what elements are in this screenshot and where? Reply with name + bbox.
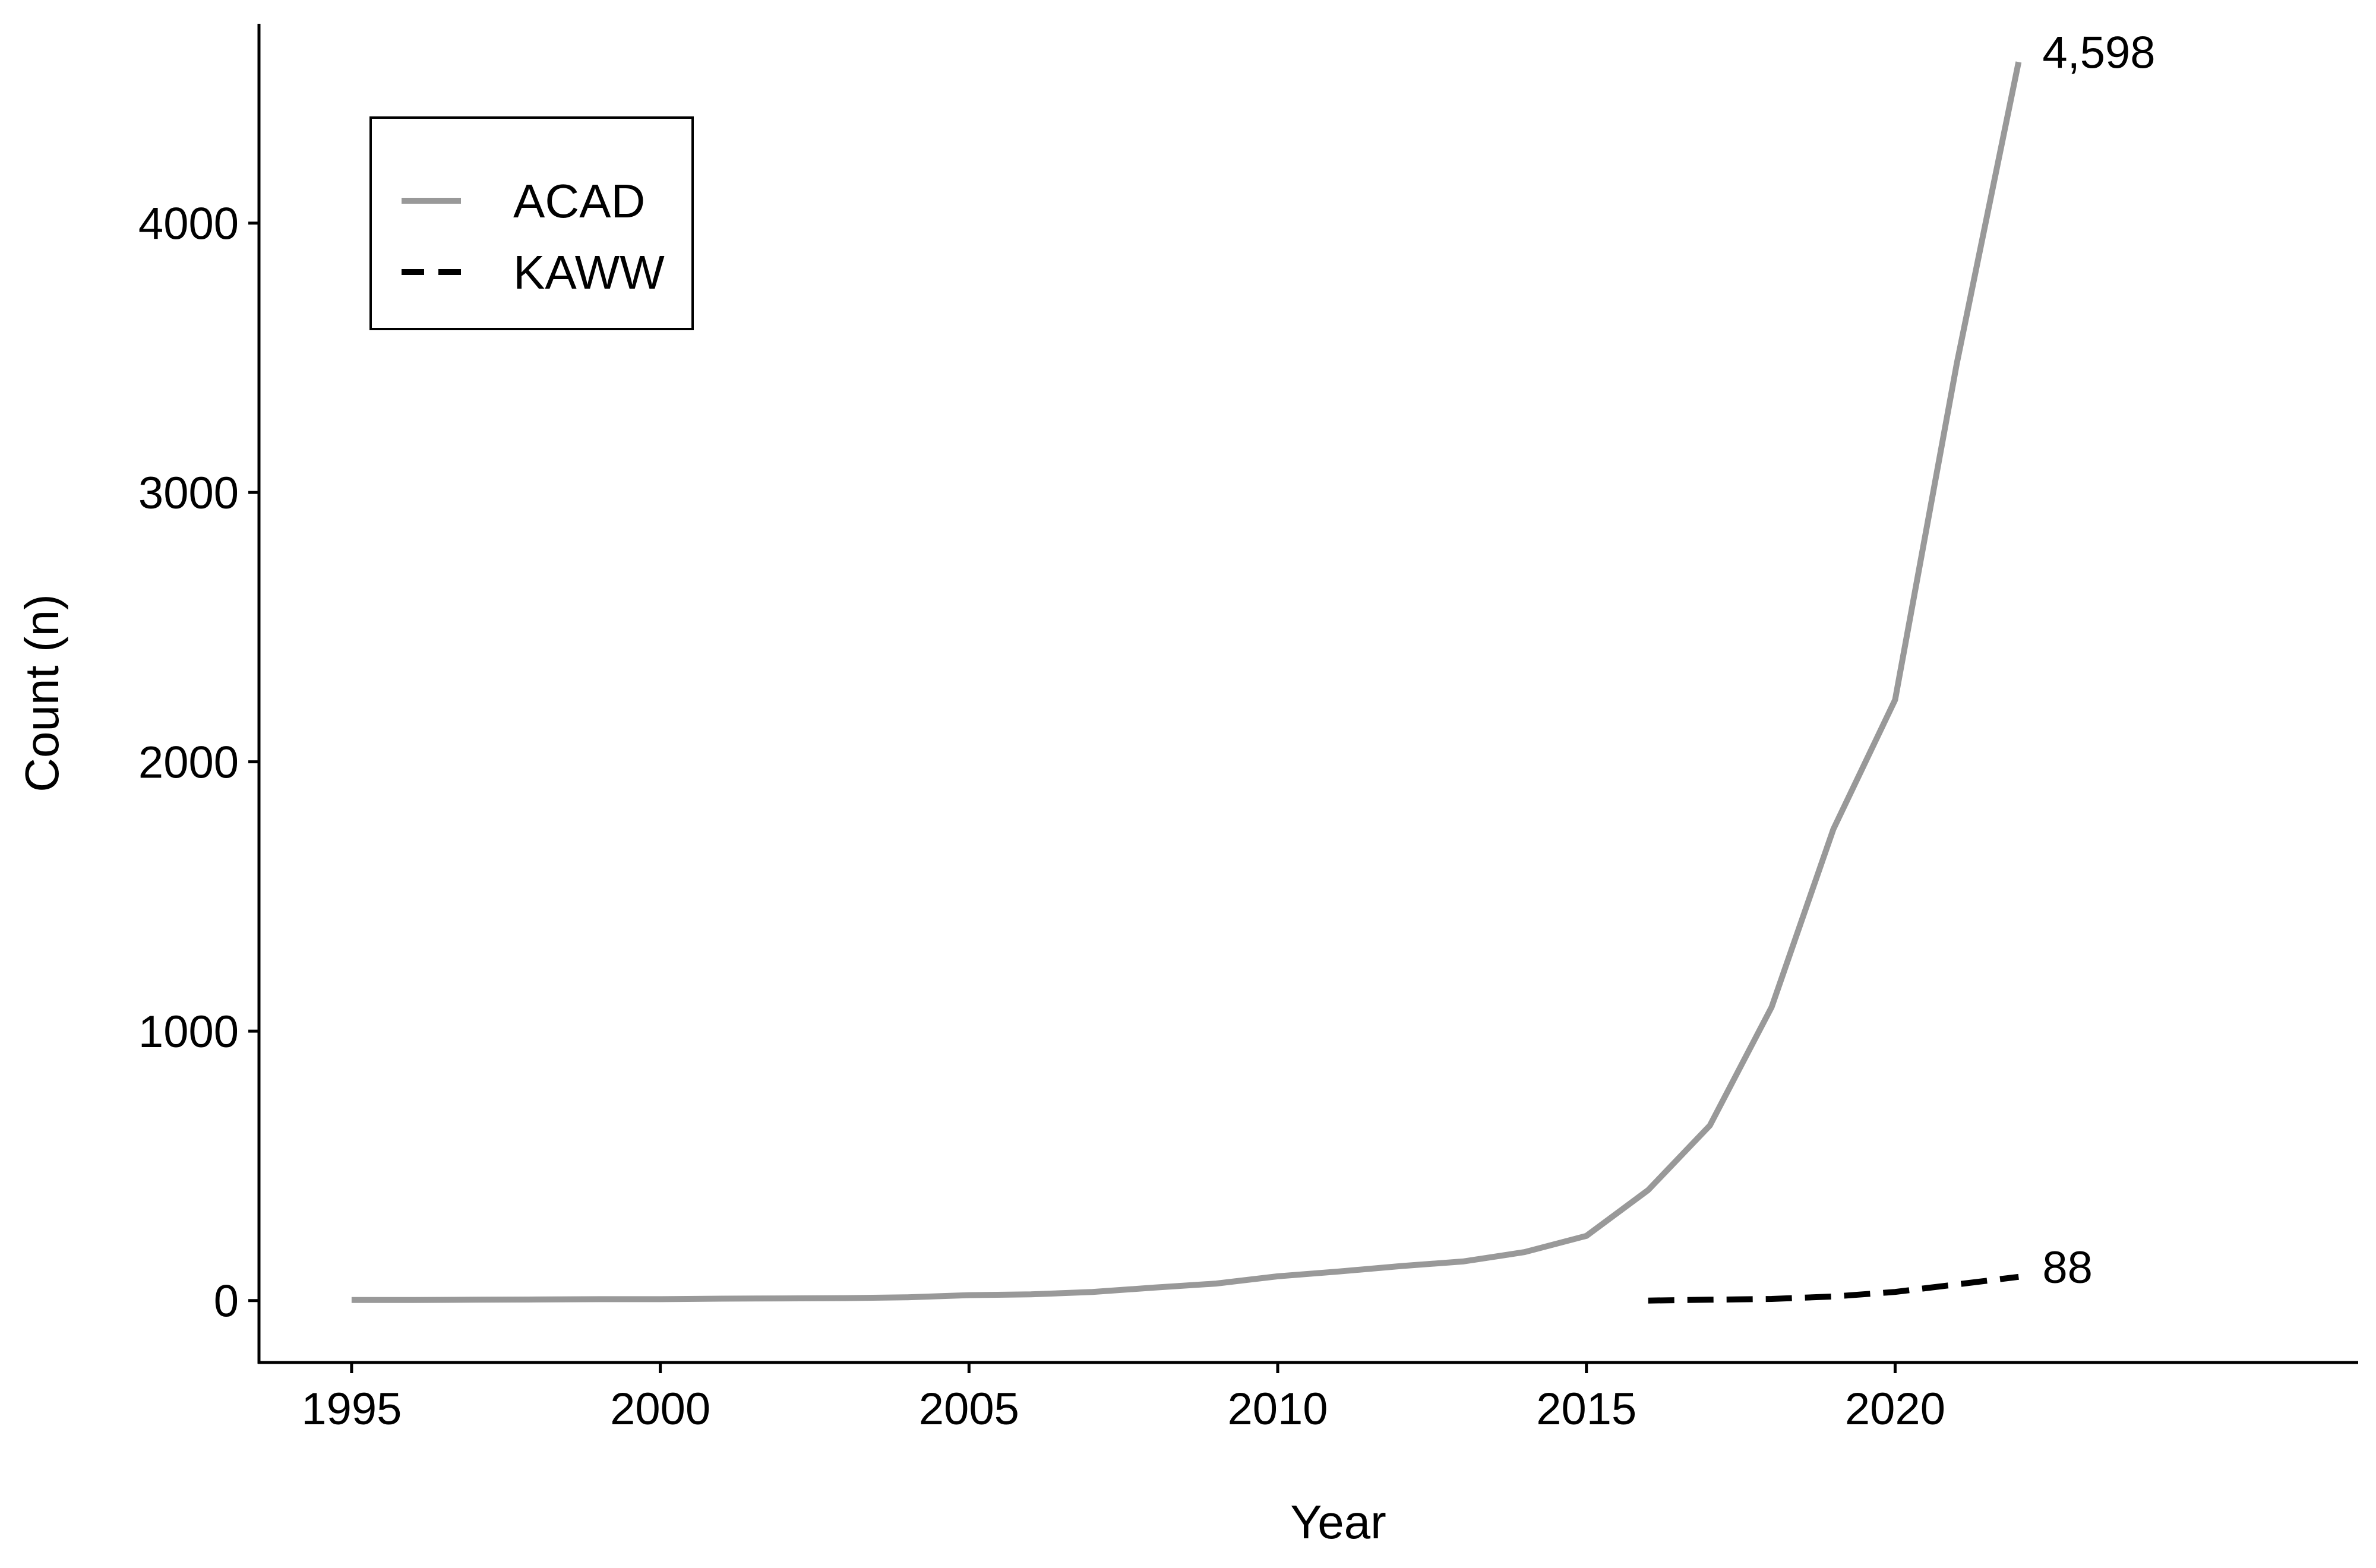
data-point-kaww xyxy=(1831,1294,1837,1300)
axes: 1995 2000 2005 2010 2015 2020 0 1000 2000 3000 400… xyxy=(15,24,2358,1548)
data-point-acad xyxy=(781,1295,787,1301)
data-point-acad xyxy=(1707,1123,1713,1128)
data-point-acad xyxy=(1831,826,1837,832)
data-point-acad xyxy=(1213,1281,1219,1286)
data-point-acad xyxy=(1028,1291,1034,1297)
y-tick-label: 2000 xyxy=(138,738,239,788)
end-label-acad: 4,598 xyxy=(2042,27,2155,78)
data-point-kaww xyxy=(1892,1289,1898,1295)
data-point-acad xyxy=(658,1296,663,1302)
data-point-acad xyxy=(719,1296,725,1302)
end-label-kaww: 88 xyxy=(2042,1243,2093,1293)
data-point-acad xyxy=(904,1294,910,1300)
data-point-acad xyxy=(1460,1259,1466,1264)
data-point-acad xyxy=(1151,1285,1157,1291)
data-point-acad xyxy=(1769,1004,1775,1010)
y-axis-title: Count (n) xyxy=(15,594,68,792)
y-tick-label: 4000 xyxy=(138,199,239,249)
data-point-acad xyxy=(1645,1187,1651,1193)
data-point-kaww xyxy=(1707,1297,1713,1303)
legend: ACAD KAWW xyxy=(369,116,694,330)
series-line-acad xyxy=(351,61,2022,1303)
x-tick-label: 2020 xyxy=(1845,1384,1945,1434)
data-point-acad xyxy=(596,1296,602,1302)
data-point-acad xyxy=(1336,1269,1342,1275)
data-point-acad xyxy=(1892,697,1898,703)
x-axis-title: Year xyxy=(1290,1496,1386,1548)
series-layer xyxy=(349,59,2022,1304)
data-point-kaww xyxy=(2015,1274,2021,1280)
x-tick-label: 1995 xyxy=(301,1384,402,1434)
data-point-acad xyxy=(1089,1289,1095,1295)
data-point-acad xyxy=(534,1297,540,1303)
y-tick-label: 0 xyxy=(214,1276,239,1327)
series-line-kaww xyxy=(1648,1273,2019,1304)
data-point-kaww xyxy=(1645,1298,1651,1304)
data-point-acad xyxy=(1522,1249,1528,1255)
data-point-acad xyxy=(842,1295,848,1301)
data-point-acad xyxy=(2015,59,2021,65)
x-tick-label: 2010 xyxy=(1227,1384,1328,1434)
data-point-acad xyxy=(1954,360,1960,366)
data-point-acad xyxy=(1275,1273,1281,1279)
x-tick-label: 2015 xyxy=(1536,1384,1636,1434)
data-point-acad xyxy=(349,1297,355,1303)
end-labels: 4,598 88 xyxy=(2042,27,2155,1292)
data-point-acad xyxy=(472,1297,478,1303)
data-point-acad xyxy=(410,1297,416,1303)
legend-label-kaww: KAWW xyxy=(513,246,665,299)
x-tick-label: 2005 xyxy=(919,1384,1019,1434)
data-point-acad xyxy=(1584,1233,1590,1239)
legend-label-acad: ACAD xyxy=(513,175,645,227)
y-tick-label: 3000 xyxy=(138,468,239,519)
data-point-kaww xyxy=(1769,1296,1775,1302)
data-point-kaww xyxy=(1954,1281,1960,1287)
data-point-acad xyxy=(1398,1263,1404,1269)
legend-box xyxy=(369,116,694,330)
y-tick-label: 1000 xyxy=(138,1007,239,1057)
x-tick-label: 2000 xyxy=(610,1384,710,1434)
data-point-acad xyxy=(966,1292,972,1298)
